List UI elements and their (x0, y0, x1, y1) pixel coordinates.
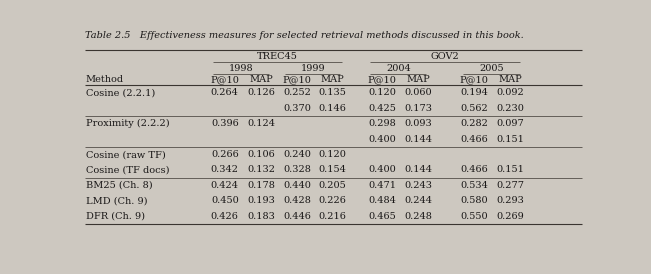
Text: 0.282: 0.282 (460, 119, 488, 128)
Text: Cosine (2.2.1): Cosine (2.2.1) (86, 89, 155, 98)
Text: 0.146: 0.146 (318, 104, 346, 113)
Text: MAP: MAP (499, 75, 523, 84)
Text: 0.244: 0.244 (404, 196, 432, 205)
Text: 0.580: 0.580 (460, 196, 488, 205)
Text: 0.396: 0.396 (211, 119, 239, 128)
Text: 0.240: 0.240 (283, 150, 311, 159)
Text: P@10: P@10 (368, 75, 396, 84)
Text: 0.466: 0.466 (460, 135, 488, 144)
Text: 0.450: 0.450 (211, 196, 239, 205)
Text: 0.264: 0.264 (211, 89, 239, 98)
Text: GOV2: GOV2 (431, 52, 460, 61)
Text: 0.277: 0.277 (497, 181, 525, 190)
Text: 2004: 2004 (386, 64, 411, 73)
Text: 0.426: 0.426 (211, 212, 239, 221)
Text: 0.093: 0.093 (405, 119, 432, 128)
Text: 0.440: 0.440 (283, 181, 311, 190)
Text: P@10: P@10 (460, 75, 489, 84)
Text: 0.144: 0.144 (404, 165, 432, 175)
Text: DFR (Ch. 9): DFR (Ch. 9) (86, 212, 145, 221)
Text: 0.425: 0.425 (368, 104, 396, 113)
Text: Table 2.5   Effectiveness measures for selected retrieval methods discussed in t: Table 2.5 Effectiveness measures for sel… (85, 31, 524, 40)
Text: 0.534: 0.534 (460, 181, 488, 190)
Text: 0.370: 0.370 (283, 104, 311, 113)
Text: 0.106: 0.106 (247, 150, 275, 159)
Text: MAP: MAP (407, 75, 430, 84)
Text: 0.252: 0.252 (283, 89, 311, 98)
Text: 0.428: 0.428 (283, 196, 311, 205)
Text: 0.216: 0.216 (318, 212, 346, 221)
Text: 0.097: 0.097 (497, 119, 525, 128)
Text: 0.342: 0.342 (211, 165, 239, 175)
Text: 0.120: 0.120 (368, 89, 396, 98)
Text: 0.092: 0.092 (497, 89, 525, 98)
Text: 0.400: 0.400 (368, 165, 396, 175)
Text: 2005: 2005 (479, 64, 504, 73)
Text: 0.293: 0.293 (497, 196, 525, 205)
Text: 0.132: 0.132 (247, 165, 275, 175)
Text: 0.060: 0.060 (405, 89, 432, 98)
Text: Proximity (2.2.2): Proximity (2.2.2) (86, 119, 169, 128)
Text: LMD (Ch. 9): LMD (Ch. 9) (86, 196, 147, 205)
Text: 0.151: 0.151 (497, 135, 525, 144)
Text: 0.400: 0.400 (368, 135, 396, 144)
Text: 0.424: 0.424 (211, 181, 239, 190)
Text: 0.205: 0.205 (318, 181, 346, 190)
Text: Method: Method (86, 75, 124, 84)
Text: 0.151: 0.151 (497, 165, 525, 175)
Text: P@10: P@10 (210, 75, 239, 84)
Text: 0.178: 0.178 (247, 181, 275, 190)
Text: 0.328: 0.328 (283, 165, 311, 175)
Text: 0.124: 0.124 (247, 119, 275, 128)
Text: 0.269: 0.269 (497, 212, 525, 221)
Text: 0.173: 0.173 (404, 104, 432, 113)
Text: 0.183: 0.183 (247, 212, 275, 221)
Text: 0.144: 0.144 (404, 135, 432, 144)
Text: 0.471: 0.471 (368, 181, 396, 190)
Text: 0.465: 0.465 (368, 212, 396, 221)
Text: 0.446: 0.446 (283, 212, 311, 221)
Text: 0.193: 0.193 (247, 196, 275, 205)
Text: 0.248: 0.248 (404, 212, 432, 221)
Text: 0.243: 0.243 (404, 181, 432, 190)
Text: 1999: 1999 (300, 64, 325, 73)
Text: 0.298: 0.298 (368, 119, 396, 128)
Text: 1998: 1998 (229, 64, 253, 73)
Text: BM25 (Ch. 8): BM25 (Ch. 8) (86, 181, 152, 190)
Text: 0.466: 0.466 (460, 165, 488, 175)
Text: 0.484: 0.484 (368, 196, 396, 205)
Text: 0.550: 0.550 (460, 212, 488, 221)
Text: P@10: P@10 (283, 75, 311, 84)
Text: 0.562: 0.562 (460, 104, 488, 113)
Text: 0.226: 0.226 (318, 196, 346, 205)
Text: 0.126: 0.126 (247, 89, 275, 98)
Text: 0.230: 0.230 (497, 104, 525, 113)
Text: TREC45: TREC45 (257, 52, 298, 61)
Text: 0.120: 0.120 (318, 150, 346, 159)
Text: Cosine (raw TF): Cosine (raw TF) (86, 150, 165, 159)
Text: MAP: MAP (320, 75, 344, 84)
Text: 0.154: 0.154 (318, 165, 346, 175)
Text: Cosine (TF docs): Cosine (TF docs) (86, 165, 169, 175)
Text: MAP: MAP (249, 75, 273, 84)
Text: 0.135: 0.135 (318, 89, 346, 98)
Text: 0.194: 0.194 (460, 89, 488, 98)
Text: 0.266: 0.266 (211, 150, 239, 159)
